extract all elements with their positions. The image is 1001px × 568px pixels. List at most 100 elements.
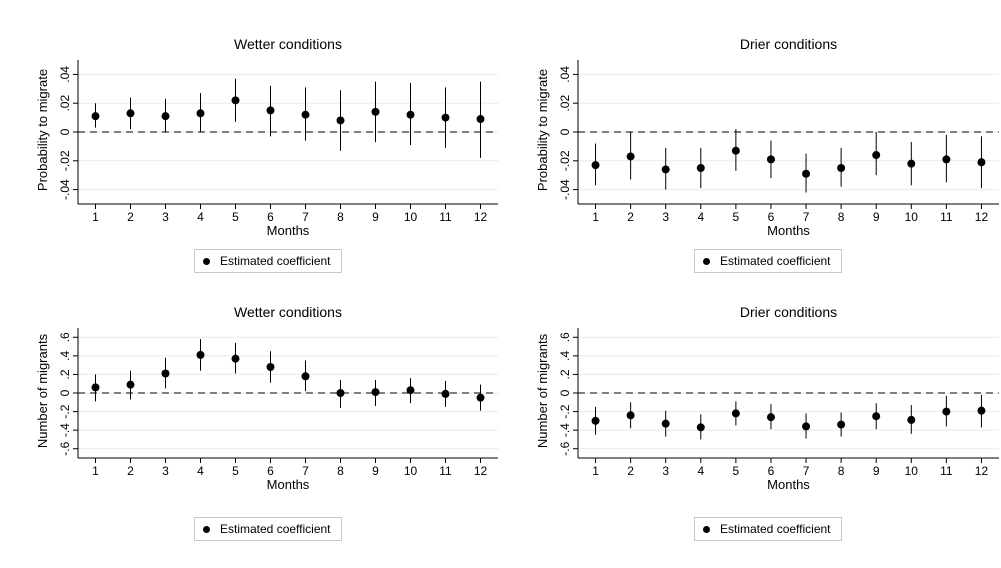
coefficient-point bbox=[371, 107, 380, 116]
y-tick-label: .4 bbox=[558, 351, 572, 361]
y-tick-label: -.6 bbox=[58, 441, 72, 455]
y-tick-label: -.04 bbox=[558, 179, 572, 200]
chart-panel-top-left: -.04 -.02 0.02.04 1 2 3 4 5 6 7 8 9 10 11 12 Wetter con… bbox=[0, 0, 500, 284]
y-axis-label: Number of migrants bbox=[535, 333, 550, 448]
x-tick-label: 10 bbox=[404, 464, 418, 478]
x-tick-label: 3 bbox=[162, 210, 169, 224]
x-tick-label: 12 bbox=[975, 210, 989, 224]
coefficient-point bbox=[91, 112, 100, 121]
y-tick-label: .6 bbox=[58, 332, 72, 342]
x-tick-label: 3 bbox=[162, 464, 169, 478]
y-tick-label: 0 bbox=[558, 389, 572, 396]
x-tick-label: 2 bbox=[627, 464, 634, 478]
y-tick-label: -.2 bbox=[58, 404, 72, 418]
coefficient-point bbox=[406, 386, 415, 395]
x-tick-label: 10 bbox=[905, 210, 919, 224]
y-axis-label: Probability to migrate bbox=[535, 69, 550, 191]
y-tick-label: -.04 bbox=[58, 179, 72, 200]
legend-marker-icon bbox=[703, 257, 710, 265]
coefficient-point bbox=[301, 372, 310, 381]
x-axis-label: Months bbox=[767, 477, 810, 492]
x-tick-label: 7 bbox=[302, 210, 309, 224]
x-tick-label: 7 bbox=[302, 464, 309, 478]
coefficient-point bbox=[196, 109, 205, 118]
coefficient-point bbox=[872, 412, 881, 421]
x-tick-label: 3 bbox=[662, 464, 669, 478]
y-tick-label: .04 bbox=[558, 66, 572, 83]
chart-title: Wetter conditions bbox=[234, 304, 342, 320]
y-axis-label: Number of migrants bbox=[35, 333, 50, 448]
coefficient-point bbox=[766, 155, 775, 164]
x-tick-label: 11 bbox=[439, 210, 452, 224]
chart-title: Drier conditions bbox=[740, 304, 837, 320]
y-tick-label: -.02 bbox=[558, 150, 572, 171]
y-tick-label: 0 bbox=[558, 128, 572, 135]
y-tick-label: .4 bbox=[58, 351, 72, 361]
y-axis-label: Probability to migrate bbox=[35, 69, 50, 191]
x-tick-label: 8 bbox=[838, 210, 845, 224]
coefficient-point bbox=[441, 389, 450, 398]
legend: Estimated coefficient bbox=[694, 249, 842, 273]
chart-title: Drier conditions bbox=[740, 36, 837, 52]
x-tick-label: 5 bbox=[232, 464, 239, 478]
x-tick-label: 8 bbox=[838, 464, 845, 478]
coefficient-point bbox=[161, 369, 170, 378]
x-tick-label: 6 bbox=[267, 210, 274, 224]
y-tick-label: 0 bbox=[58, 389, 72, 396]
coefficient-point bbox=[591, 416, 600, 425]
coefficient-point bbox=[336, 389, 345, 397]
x-tick-label: 12 bbox=[975, 464, 989, 478]
legend-marker-icon bbox=[203, 257, 210, 265]
coefficient-point bbox=[161, 112, 170, 121]
x-tick-label: 9 bbox=[372, 464, 379, 478]
y-tick-label: -.02 bbox=[58, 150, 72, 171]
coefficient-point bbox=[696, 164, 705, 172]
x-tick-label: 9 bbox=[873, 210, 880, 224]
coefficient-point bbox=[126, 109, 135, 118]
x-tick-label: 2 bbox=[127, 464, 134, 478]
coefficient-point bbox=[371, 388, 380, 397]
chart-panel-top-right: -.04 -.02 0.02.04 1 2 3 4 5 6 7 8 9 10 11 12 Drier cond… bbox=[500, 0, 1000, 284]
coefficient-point bbox=[731, 409, 740, 418]
coefficient-point bbox=[907, 159, 916, 168]
x-tick-label: 2 bbox=[127, 210, 134, 224]
coefficient-point bbox=[231, 354, 240, 363]
legend: Estimated coefficient bbox=[194, 517, 342, 541]
y-tick-label: .6 bbox=[558, 332, 572, 342]
legend-label: Estimated coefficient bbox=[220, 522, 331, 536]
coefficient-point bbox=[731, 146, 740, 155]
x-tick-label: 11 bbox=[439, 464, 452, 478]
coefficient-point bbox=[626, 152, 635, 161]
x-axis-label: Months bbox=[267, 223, 310, 238]
x-tick-label: 8 bbox=[337, 210, 344, 224]
x-tick-label: 1 bbox=[92, 464, 99, 478]
coefficient-point bbox=[91, 383, 100, 392]
y-tick-label: .02 bbox=[558, 95, 572, 112]
x-tick-label: 7 bbox=[803, 464, 810, 478]
chart-panel-bottom-left: -.6 -.4 -.2 0.2.4.6 1 2 3 4 5 6 7 8 9 10 11 12 Wetter co… bbox=[0, 284, 500, 568]
y-tick-label: -.2 bbox=[558, 404, 572, 418]
coefficient-point bbox=[661, 419, 670, 428]
coefficient-point bbox=[406, 110, 415, 119]
x-tick-label: 4 bbox=[197, 210, 204, 224]
coefficient-point bbox=[696, 423, 705, 432]
coefficient-point bbox=[591, 161, 600, 170]
x-tick-label: 4 bbox=[697, 210, 704, 224]
x-tick-label: 8 bbox=[337, 464, 344, 478]
x-tick-label: 5 bbox=[733, 210, 740, 224]
coefficient-point bbox=[626, 411, 635, 420]
chart-panel-bottom-right: -.6 -.4 -.2 0.2.4.6 1 2 3 4 5 6 7 8 9 10 11 12 Drier con… bbox=[500, 284, 1000, 568]
coefficient-point bbox=[441, 113, 450, 122]
x-tick-label: 1 bbox=[92, 210, 99, 224]
x-tick-label: 2 bbox=[627, 210, 634, 224]
y-tick-label: -.6 bbox=[558, 441, 572, 455]
coefficient-point bbox=[476, 115, 485, 124]
coefficient-point bbox=[336, 116, 345, 125]
x-tick-label: 10 bbox=[404, 210, 418, 224]
y-tick-label: -.4 bbox=[558, 423, 572, 437]
coefficient-point bbox=[231, 96, 240, 105]
coefficient-point bbox=[977, 406, 986, 415]
